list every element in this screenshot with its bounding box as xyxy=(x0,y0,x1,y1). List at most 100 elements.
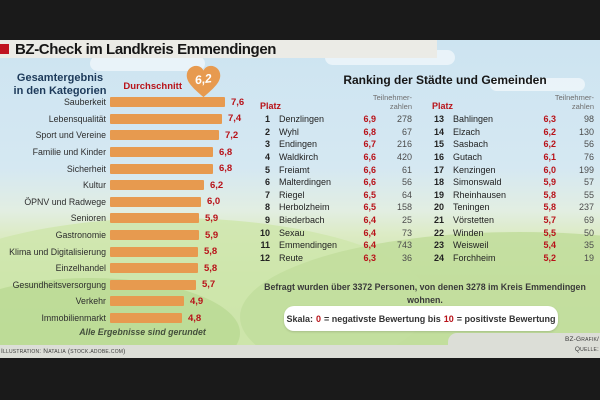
category-label: Sport und Vereine xyxy=(35,130,106,141)
category-value: 5,8 xyxy=(204,262,218,274)
scale-mid: = negativste Bewertung bis xyxy=(323,313,441,324)
category-label: Sicherheit xyxy=(66,163,106,174)
rank-score: 6,5 xyxy=(363,202,376,213)
rank-score: 5,8 xyxy=(543,189,556,200)
category-bar xyxy=(110,263,198,274)
rank-participants: 35 xyxy=(583,240,594,251)
rank-name: Emmendingen xyxy=(279,240,338,251)
credit-tab xyxy=(448,333,600,346)
ranking-row: 23 Weisweil 5,4 35 xyxy=(426,239,594,252)
category-label: Einzelhandel xyxy=(55,263,106,274)
rank-score: 5,5 xyxy=(543,227,556,238)
rank-name: Gutach xyxy=(453,152,483,163)
rank-name: Simonswald xyxy=(453,177,502,188)
category-bar xyxy=(110,163,213,174)
category-bar xyxy=(110,246,198,257)
landscape-background xyxy=(0,40,600,345)
rank-score: 6,2 xyxy=(543,139,556,150)
category-row: Klima und Digitalisierung 5,8 xyxy=(9,243,265,260)
rank-number: 6 xyxy=(264,177,270,188)
rank-number: 13 xyxy=(433,114,444,125)
rank-score: 6,9 xyxy=(363,114,376,125)
rank-participants: 19 xyxy=(583,252,594,263)
ranking-row: 10 Sexau 6,4 73 xyxy=(254,226,412,239)
ranking-header: Platz Teilnehmer- zahlen xyxy=(254,93,412,113)
ranking-row: 3 Endingen 6,7 216 xyxy=(254,138,412,151)
rank-name: Vörstetten xyxy=(453,215,495,226)
rank-name: Riegel xyxy=(279,189,305,200)
category-value: 4,8 xyxy=(188,312,202,324)
rank-number: 11 xyxy=(260,240,270,251)
rank-name: Biederbach xyxy=(279,215,325,226)
category-value: 5,7 xyxy=(202,279,216,291)
column-header-platz: Platz xyxy=(260,101,282,111)
rank-score: 5,4 xyxy=(543,240,556,251)
rank-score: 6,5 xyxy=(363,189,376,200)
rank-number: 4 xyxy=(264,152,270,163)
rank-name: Wyhl xyxy=(279,126,299,137)
footer-strip: Illustration: Natalia (stock.adobe.com) xyxy=(0,345,600,358)
rank-score: 6,6 xyxy=(363,164,376,175)
categories-heading-line1: Gesamtergebnis xyxy=(16,72,104,84)
rank-name: Sexau xyxy=(279,227,305,238)
ranking-row: 17 Kenzingen 6,0 199 xyxy=(426,163,594,176)
ranking-row: 2 Wyhl 6,8 67 xyxy=(254,126,412,139)
rank-participants: 67 xyxy=(401,126,412,137)
ranking-row: 16 Gutach 6,1 76 xyxy=(426,151,594,164)
category-value: 7,6 xyxy=(231,96,245,108)
rank-score: 6,3 xyxy=(363,252,376,263)
rank-participants: 237 xyxy=(578,202,594,213)
category-row: Senioren 5,9 xyxy=(10,210,265,227)
rank-participants: 25 xyxy=(401,215,412,226)
categories-heading-line2: in den Kategorien xyxy=(13,85,107,97)
rank-name: Kenzingen xyxy=(453,164,496,175)
rank-name: Sasbach xyxy=(453,139,489,150)
category-row: Kultur 6,2 xyxy=(10,177,265,194)
category-bar xyxy=(110,97,225,108)
rank-number: 3 xyxy=(264,139,270,150)
scale-ten: 10 xyxy=(443,313,454,324)
category-bar xyxy=(110,130,219,141)
category-bar xyxy=(110,230,199,241)
survey-note-line1: Befragt wurden über 3372 Personen, von d… xyxy=(264,282,586,305)
rank-number: 1 xyxy=(264,114,270,125)
rank-participants: 216 xyxy=(396,139,412,150)
rank-score: 6,3 xyxy=(543,114,556,125)
ranking-column-left: Platz Teilnehmer- zahlen 1 Denzlingen 6,… xyxy=(254,93,412,264)
category-label: Senioren xyxy=(70,213,106,224)
ranking-row: 21 Vörstetten 5,7 69 xyxy=(426,214,594,227)
ranking-row: 4 Waldkirch 6,6 420 xyxy=(254,151,412,164)
scale-prefix: Skala: xyxy=(286,313,313,324)
ranking-row: 20 Teningen 5,8 237 xyxy=(426,201,594,214)
rank-score: 5,2 xyxy=(543,252,556,263)
rank-name: Teningen xyxy=(453,202,490,213)
rank-participants: 36 xyxy=(401,252,412,263)
chart-footnote: Alle Ergebnisse sind gerundet xyxy=(79,327,206,337)
ranking-row: 22 Winden 5,5 50 xyxy=(426,226,594,239)
rank-score: 6,1 xyxy=(543,152,556,163)
rank-number: 21 xyxy=(433,215,444,226)
category-bar xyxy=(110,147,213,158)
category-value: 6,2 xyxy=(210,179,224,191)
rank-name: Winden xyxy=(453,227,484,238)
rank-name: Reute xyxy=(279,252,304,263)
title-band: BZ-Check im Landkreis Emmendingen xyxy=(0,40,437,58)
average-label: Durchschnitt xyxy=(123,81,182,92)
rank-score: 6,4 xyxy=(363,215,376,226)
ranking-row: 7 Riegel 6,5 64 xyxy=(254,189,412,202)
average-heart-badge: 6,2 xyxy=(185,63,222,105)
category-value: 7,4 xyxy=(228,113,242,125)
ranking-row: 18 Simonswald 5,9 57 xyxy=(426,176,594,189)
rank-participants: 56 xyxy=(583,139,594,150)
category-row: Sicherheit 6,8 xyxy=(10,160,265,177)
category-row: Immobilienmarkt 4,8 xyxy=(10,310,265,327)
ranking-row: 19 Rheinhausen 5,8 55 xyxy=(426,189,594,202)
ranking-row: 9 Biederbach 6,4 25 xyxy=(254,214,412,227)
category-row: Familie und Kinder 6,8 xyxy=(10,144,265,161)
category-bar xyxy=(110,296,184,307)
rank-score: 6,8 xyxy=(363,126,376,137)
category-label: Gastronomie xyxy=(55,230,106,241)
category-label: ÖPNV und Radwege xyxy=(24,196,106,207)
rank-name: Bahlingen xyxy=(453,114,494,125)
scale-suffix: = positivste Bewertung xyxy=(456,313,556,324)
